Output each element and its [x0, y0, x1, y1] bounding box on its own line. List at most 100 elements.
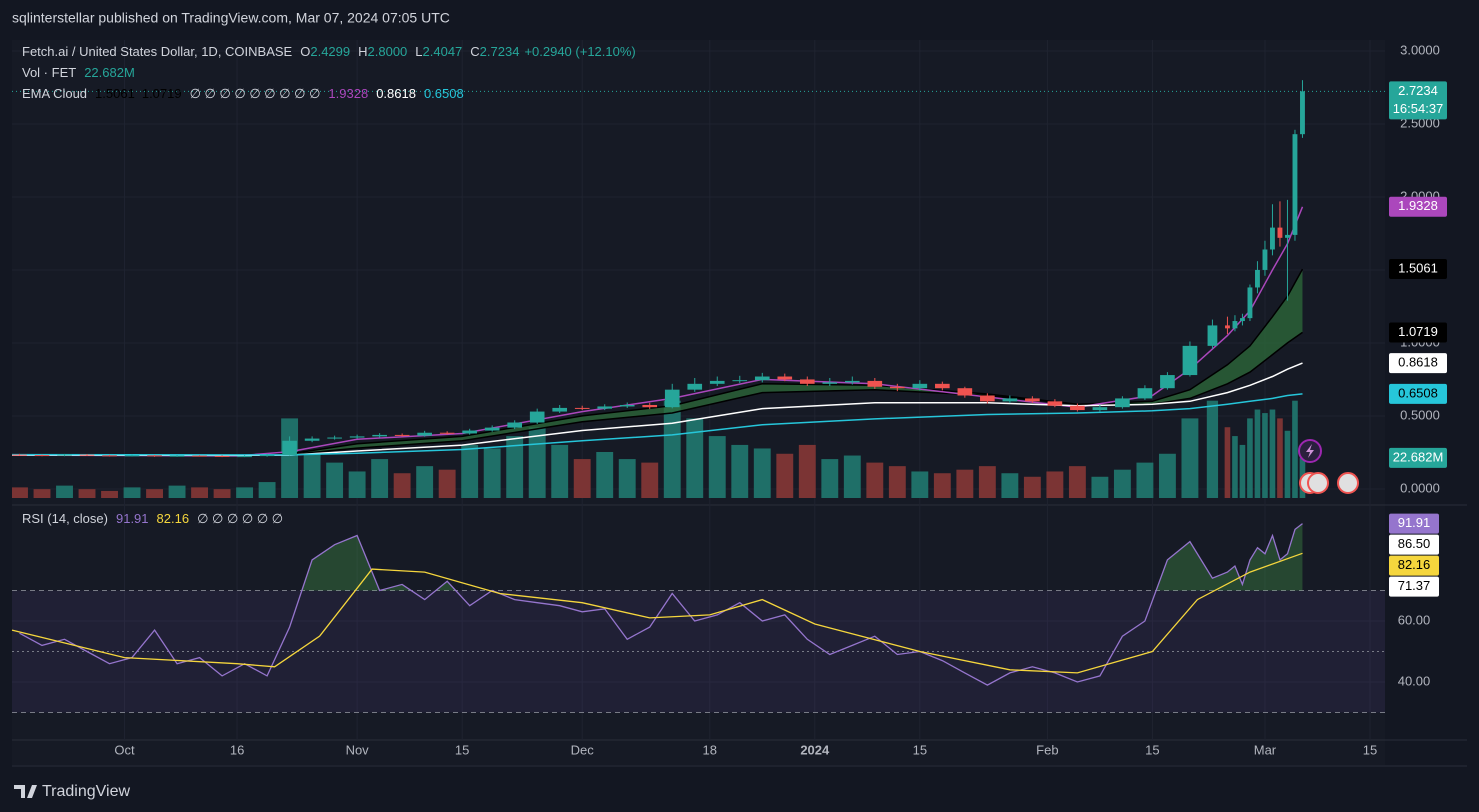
- candle-body: [12, 454, 27, 456]
- volume-bar: [258, 482, 276, 498]
- candle-body: [507, 422, 522, 428]
- legend-text: L: [415, 44, 422, 59]
- candle-body: [1002, 398, 1018, 402]
- price-tag-label: 1.0719: [1398, 324, 1438, 339]
- volume-bar: [371, 459, 389, 498]
- legend-text: 22.682M: [84, 65, 135, 80]
- lightning-glyph: [1306, 444, 1314, 458]
- legend-text: H: [358, 44, 367, 59]
- volume-bar: [1292, 400, 1298, 498]
- volume-bar: [1239, 444, 1246, 498]
- x-tick-label: Dec: [571, 742, 595, 757]
- candle-body: [237, 456, 252, 458]
- volume-bar: [1262, 413, 1268, 498]
- candle-body: [1070, 405, 1085, 411]
- candle-body: [124, 455, 140, 457]
- candle-body: [1047, 401, 1063, 406]
- grid: [12, 40, 1385, 740]
- legend-text: EMA Cloud: [22, 86, 87, 101]
- x-tick-label: 18: [703, 742, 717, 757]
- y-tick-label: 3.0000: [1400, 42, 1440, 57]
- legend-text: ∅ ∅ ∅ ∅ ∅ ∅ ∅ ∅ ∅: [190, 86, 321, 101]
- price-tag-label: 2.7234: [1398, 83, 1438, 98]
- volume-bar: [326, 462, 344, 498]
- countdown: 16:54:37: [1393, 101, 1444, 116]
- price-tag: [1389, 383, 1447, 404]
- volume-bar: [821, 459, 839, 498]
- candle-body: [1285, 234, 1290, 238]
- candle-body: [1232, 321, 1238, 329]
- volume-bar: [1247, 418, 1253, 498]
- event-flag[interactable]: [1307, 472, 1329, 494]
- volume-bar: [213, 489, 231, 498]
- candle-body: [687, 383, 703, 390]
- volume-bar: [1277, 418, 1283, 498]
- x-tick-label: 15: [913, 742, 927, 757]
- volume-bar: [663, 400, 681, 498]
- candle-body: [1300, 91, 1305, 135]
- candle-body: [34, 455, 50, 457]
- volume-bar: [1181, 418, 1199, 498]
- legends: Fetch.ai / United States Dollar, 1D, COI…: [22, 44, 636, 526]
- candle-body: [214, 455, 230, 457]
- legend-text: 2.8000: [368, 44, 408, 59]
- volume-bar: [708, 436, 726, 498]
- volume-bar: [888, 466, 906, 498]
- volume-tag: [1389, 447, 1447, 468]
- candle-body: [912, 383, 928, 389]
- legend-text: ∅ ∅ ∅ ∅ ∅ ∅: [197, 511, 283, 526]
- price-tag: [1389, 259, 1447, 280]
- rsi-line: [11, 552, 1303, 674]
- volume-bar: [753, 448, 771, 498]
- volume-bar: [461, 444, 479, 498]
- volume-bar: [551, 444, 569, 498]
- y-tick-label: 0.5000: [1400, 407, 1440, 422]
- event-flag[interactable]: [1337, 472, 1359, 494]
- volume-bar: [303, 453, 321, 498]
- volume-bar: [33, 489, 51, 498]
- volume-bar: [978, 466, 996, 498]
- price-tag: [1389, 322, 1447, 343]
- candle-body: [169, 455, 185, 457]
- volume-bar: [1136, 462, 1154, 498]
- candle-body: [1225, 325, 1230, 329]
- legend-text: RSI (14, close): [22, 511, 108, 526]
- legend-text: 2.4047: [423, 44, 463, 59]
- candle-body: [867, 380, 883, 387]
- legend-row: Fetch.ai / United States Dollar, 1D, COI…: [22, 44, 636, 59]
- event-icons: [1298, 439, 1359, 494]
- volume-bar: [78, 489, 96, 498]
- volume-bar: [1232, 436, 1238, 498]
- candle-body: [1115, 398, 1130, 408]
- volume-bar: [1158, 453, 1176, 498]
- legend-text: 2.4299: [310, 44, 350, 59]
- y-tick-label: 40.00: [1398, 673, 1431, 688]
- brand[interactable]: TradingView: [42, 783, 130, 800]
- footer-logo: TradingView: [14, 783, 130, 800]
- candle-body: [1255, 269, 1260, 288]
- candle-body: [147, 455, 162, 457]
- volume-bar: [933, 473, 951, 498]
- volume-bar: [1001, 473, 1019, 498]
- candle-body: [79, 454, 95, 456]
- volume-bar: [393, 473, 411, 498]
- candle-body: [1137, 388, 1153, 399]
- overbought-fill: [19, 523, 1303, 591]
- candle-body: [417, 432, 432, 436]
- candle-body: [1240, 318, 1245, 322]
- candle-body: [349, 436, 365, 438]
- rsi-tag-label: 86.50: [1398, 536, 1431, 551]
- rsi-tag: [1389, 534, 1439, 555]
- volume-bar: [843, 455, 861, 498]
- candle-body: [259, 455, 275, 457]
- candle-body: [529, 411, 545, 423]
- candle-body: [1277, 227, 1283, 238]
- price-tag: [1389, 196, 1447, 217]
- y-tick-label: 0.0000: [1400, 480, 1440, 495]
- rsi-tag: [1389, 513, 1439, 534]
- volume-bar: [1091, 476, 1109, 498]
- volume-bar: [1254, 409, 1261, 498]
- candle-body: [462, 430, 477, 434]
